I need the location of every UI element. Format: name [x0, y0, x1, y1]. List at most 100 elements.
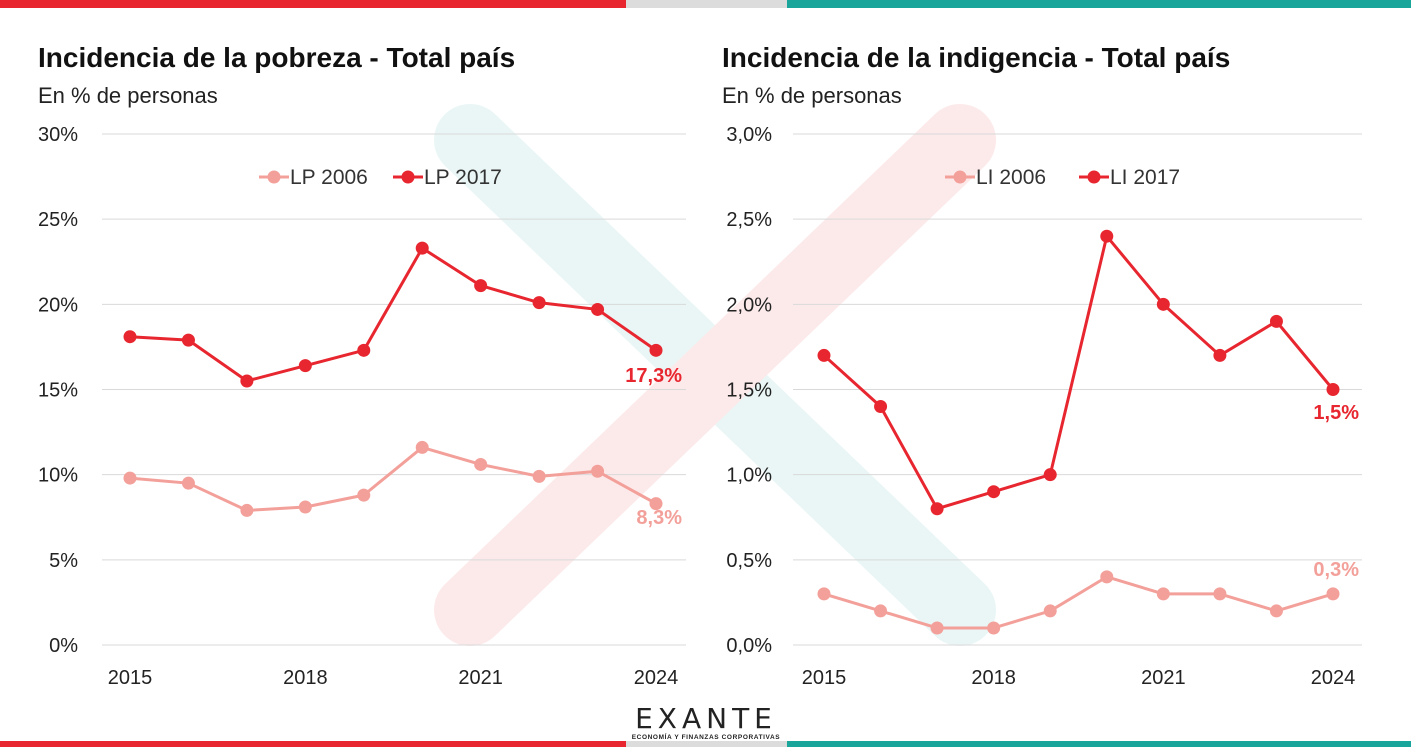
legend: LP 2006 LP 2017	[259, 166, 502, 189]
chart-subtitle: En % de personas	[38, 83, 218, 108]
data-point	[987, 485, 1001, 499]
legend-marker	[267, 170, 281, 184]
top-bar-red	[0, 0, 626, 8]
data-point	[817, 587, 831, 601]
data-point	[1156, 587, 1170, 601]
end-value-label: 8,3%	[636, 507, 682, 529]
chart-title: Incidencia de la indigencia - Total país	[722, 42, 1230, 73]
watermark-x-teal-stroke	[434, 104, 996, 646]
data-point	[987, 621, 1001, 635]
logo-wordmark: EXANTE	[635, 702, 777, 735]
y-tick-label: 20%	[38, 294, 78, 316]
y-tick-label: 10%	[38, 465, 78, 487]
bottom-accent-bar	[0, 741, 1411, 747]
data-point	[1100, 229, 1114, 243]
series-li-2017: 1,5%	[817, 229, 1359, 516]
bottom-bar-grey	[626, 741, 787, 747]
data-point	[181, 476, 195, 490]
data-point	[1326, 383, 1340, 396]
data-point	[357, 343, 371, 357]
y-tick-label: 3,0%	[726, 124, 772, 146]
legend-marker	[401, 170, 415, 184]
legend-label: LI 2017	[1110, 166, 1180, 189]
data-point	[298, 359, 312, 373]
top-accent-bar	[0, 0, 1411, 8]
y-tick-label: 0%	[49, 635, 78, 657]
legend: LI 2006 LI 2017	[945, 166, 1180, 189]
data-point	[1213, 587, 1227, 601]
data-point	[1213, 348, 1227, 362]
data-point	[415, 241, 429, 255]
series-lines: 0,3% 1,5%	[817, 229, 1359, 635]
data-point	[591, 302, 605, 316]
end-value-label: 0,3%	[1313, 559, 1359, 581]
legend-item: LI 2006	[945, 166, 1046, 189]
data-point	[1269, 604, 1283, 618]
chart-title: Incidencia de la pobreza - Total país	[38, 42, 515, 73]
y-axis-ticks: 0% 5% 10% 15% 20% 25% 30%	[38, 124, 78, 657]
x-tick-label: 2015	[802, 667, 847, 689]
data-point	[181, 333, 195, 347]
poverty-chart: Incidencia de la pobreza - Total país En…	[38, 42, 686, 689]
data-point	[649, 497, 663, 511]
data-point	[1156, 297, 1170, 311]
legend-item: LI 2017	[1079, 166, 1180, 189]
y-tick-label: 15%	[38, 380, 78, 402]
x-tick-label: 2021	[458, 667, 503, 689]
top-bar-grey	[626, 0, 787, 8]
chart-subtitle: En % de personas	[722, 83, 902, 108]
legend-label: LI 2006	[976, 166, 1046, 189]
data-point	[930, 502, 944, 516]
series-line	[822, 234, 1335, 511]
data-point	[930, 621, 944, 635]
legend-item: LP 2006	[259, 166, 368, 189]
watermark-x	[434, 104, 996, 646]
data-point	[415, 440, 429, 454]
data-point	[240, 503, 254, 517]
grid-lines	[102, 133, 686, 646]
x-tick-label: 2021	[1141, 667, 1186, 689]
legend-label: LP 2017	[424, 166, 502, 189]
data-point	[532, 296, 546, 310]
x-tick-label: 2015	[108, 667, 153, 689]
exante-logo: EXANTE ECONOMÍA Y FINANZAS CORPORATIVAS	[632, 702, 781, 741]
end-value-label: 17,3%	[625, 365, 682, 387]
end-value-label: 1,5%	[1313, 402, 1359, 424]
data-point	[474, 457, 488, 471]
top-bar-teal	[787, 0, 1411, 8]
y-tick-label: 1,0%	[726, 465, 772, 487]
y-tick-label: 0,0%	[726, 635, 772, 657]
data-point	[1043, 604, 1057, 618]
data-point	[1043, 468, 1057, 482]
x-tick-label: 2018	[283, 667, 328, 689]
bottom-bar-teal	[787, 741, 1411, 747]
data-point	[240, 374, 254, 388]
series-line	[129, 246, 657, 383]
legend-marker	[1087, 170, 1101, 184]
grid-lines	[793, 133, 1362, 646]
data-point	[123, 471, 137, 485]
data-point	[817, 348, 831, 362]
logo-tagline: ECONOMÍA Y FINANZAS CORPORATIVAS	[632, 732, 781, 741]
data-point	[649, 343, 663, 357]
legend-marker	[953, 170, 967, 184]
legend-item: LP 2017	[393, 166, 502, 189]
y-tick-label: 5%	[49, 550, 78, 572]
data-point	[874, 400, 888, 414]
x-tick-label: 2024	[634, 667, 679, 689]
y-tick-label: 2,0%	[726, 294, 772, 316]
x-axis-ticks: 2015 2018 2021 2024	[802, 667, 1356, 689]
data-point	[357, 488, 371, 502]
data-point	[874, 604, 888, 618]
y-axis-ticks: 0,0% 0,5% 1,0% 1,5% 2,0% 2,5% 3,0%	[726, 124, 772, 657]
series-li-2006: 0,3%	[817, 559, 1359, 635]
y-tick-label: 1,5%	[726, 380, 772, 402]
watermark-x-red-stroke	[434, 104, 996, 646]
y-tick-label: 30%	[38, 124, 78, 146]
indigence-chart: Incidencia de la indigencia - Total país…	[722, 42, 1362, 689]
data-point	[123, 330, 137, 344]
bottom-bar-red	[0, 741, 626, 747]
x-tick-label: 2018	[971, 667, 1016, 689]
y-tick-label: 25%	[38, 209, 78, 231]
